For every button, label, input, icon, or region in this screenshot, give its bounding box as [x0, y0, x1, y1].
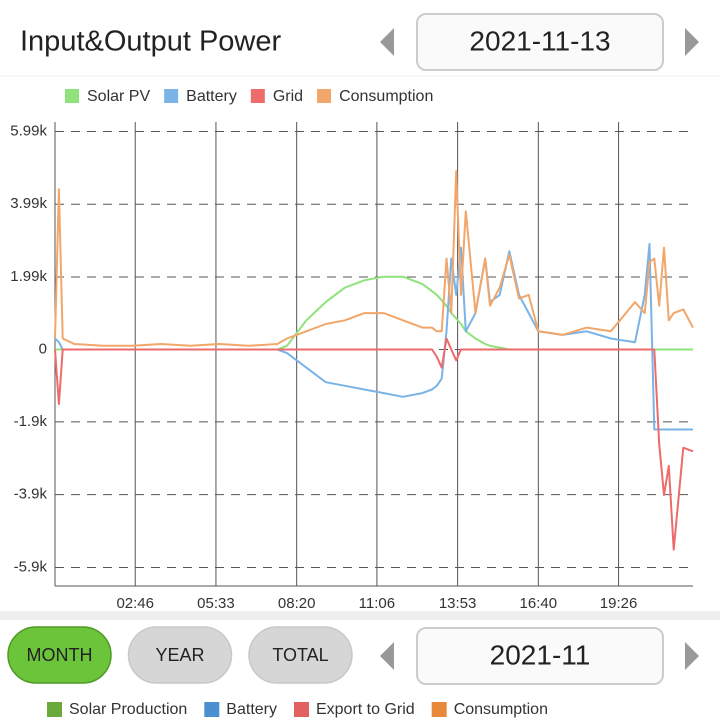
prev-day-arrow[interactable]: [380, 28, 394, 56]
chart: 5.99k 3.99k 1.99k 0 -1.9k -3.9k -5.9k 02:46 05:3…: [10, 88, 694, 612]
series-line: [54, 337, 694, 551]
summary-legend: Solar Production Battery Export to Grid Con…: [47, 701, 548, 718]
period-button-label: MONTH: [27, 645, 93, 665]
legend-label: Consumption: [339, 88, 433, 105]
date-box[interactable]: [416, 13, 664, 71]
legend-label: Grid: [273, 88, 303, 105]
summary-label: Battery: [226, 701, 277, 718]
x-tick-label: 19:26: [600, 595, 638, 612]
y-tick-label: -5.9k: [14, 558, 48, 575]
series-line: [54, 170, 694, 347]
section-divider: [0, 611, 720, 620]
period-button-label: YEAR: [155, 645, 204, 665]
month-box[interactable]: [416, 627, 664, 685]
series-line: [54, 242, 693, 431]
legend-label: Battery: [186, 88, 237, 105]
summary-label: Consumption: [454, 701, 548, 718]
summary-label: Export to Grid: [316, 701, 415, 718]
summary-swatch: [204, 702, 220, 717]
period-selector: MONTH YEAR TOTAL: [7, 626, 353, 684]
x-tick-label: 13:53: [439, 595, 477, 612]
y-tick-label: 5.99k: [10, 122, 47, 139]
period-button[interactable]: [127, 626, 233, 684]
y-tick-label: 1.99k: [10, 268, 47, 285]
next-day-arrow[interactable]: [685, 28, 699, 56]
x-tick-label: 08:20: [278, 595, 316, 612]
legend-swatch: [250, 89, 265, 103]
page-title: Input&Output Power: [20, 26, 281, 58]
month-label: 2021-11: [490, 639, 591, 670]
summary-swatch: [293, 702, 309, 717]
summary-swatch: [431, 702, 447, 717]
summary-swatch: [47, 702, 62, 717]
period-button[interactable]: [248, 626, 353, 684]
legend-label: Solar PV: [87, 88, 150, 105]
next-month-arrow[interactable]: [685, 642, 699, 670]
prev-month-arrow[interactable]: [380, 642, 394, 670]
legend-swatch: [164, 89, 179, 103]
x-tick-label: 02:46: [116, 595, 154, 612]
x-tick-label: 11:06: [359, 595, 395, 612]
y-tick-label: 3.99k: [10, 195, 47, 212]
y-tick-label: -1.9k: [14, 413, 48, 430]
y-tick-label: -3.9k: [14, 486, 48, 503]
legend-swatch: [317, 89, 332, 103]
x-tick-label: 05:33: [197, 595, 235, 612]
period-button-label: TOTAL: [272, 645, 328, 665]
legend-swatch: [65, 89, 79, 103]
summary-label: Solar Production: [69, 701, 187, 718]
period-button[interactable]: [7, 626, 112, 684]
date-label: 2021-11-13: [469, 25, 610, 56]
y-tick-label: 0: [39, 340, 47, 357]
x-tick-label: 16:40: [520, 595, 558, 612]
